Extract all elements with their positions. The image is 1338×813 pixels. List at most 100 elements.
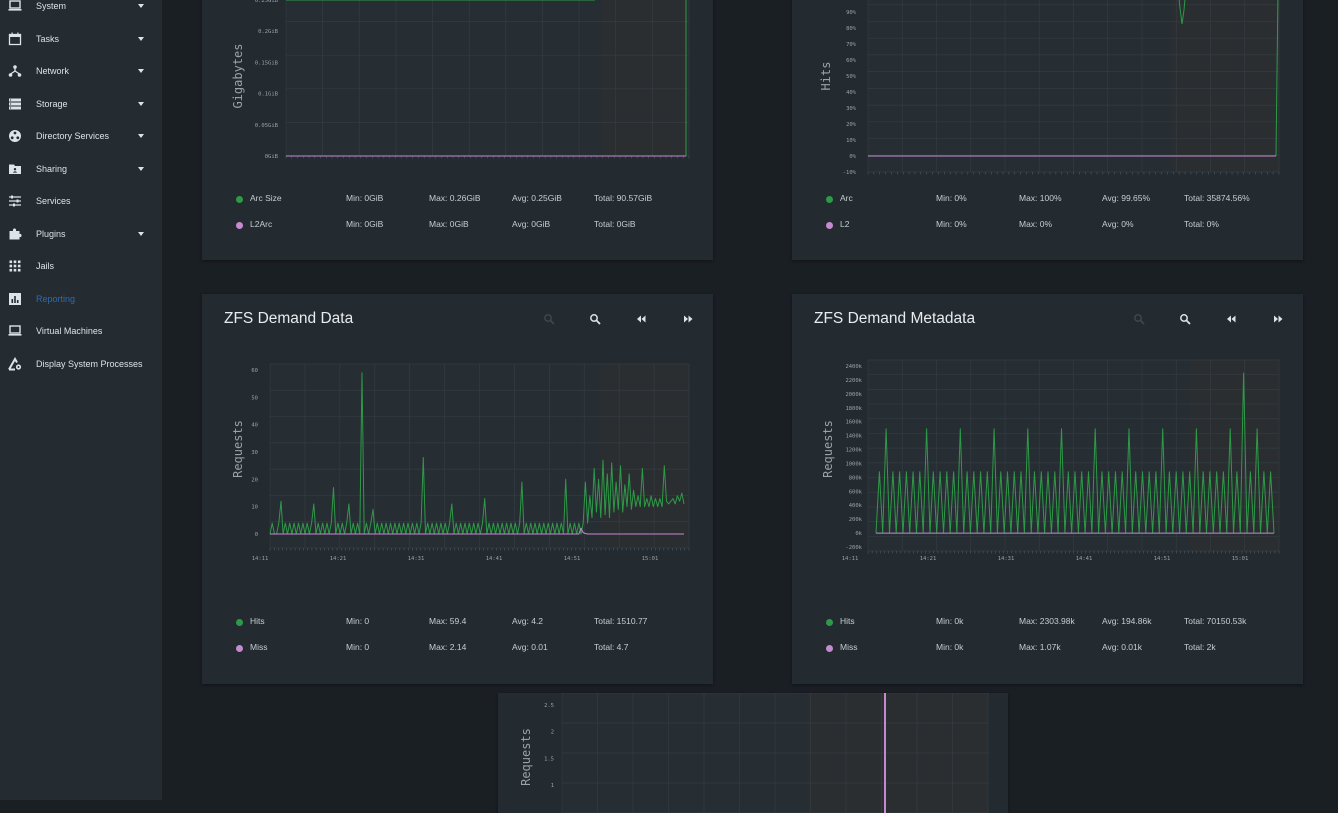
- legend-avg: Avg: 0GiB: [512, 219, 551, 229]
- sidebar-item-label: Reporting: [36, 293, 76, 304]
- legend-avg: Avg: 99.65%: [1102, 193, 1151, 203]
- legend-name: Hits: [250, 616, 265, 626]
- x-tick-label: 14:11: [252, 556, 269, 562]
- sidebar-item-reporting[interactable]: Reporting: [0, 283, 162, 315]
- x-tick-label: 14:21: [920, 556, 937, 562]
- sidebar-item-storage[interactable]: Storage: [0, 88, 162, 120]
- legend-swatch: [236, 645, 243, 652]
- x-tick-label: 14:41: [486, 556, 503, 562]
- sidebar-item-network[interactable]: Network: [0, 55, 162, 87]
- x-tick-label: 14:11: [842, 556, 859, 562]
- legend-row: Miss Min: 0 Max: 2.14 Avg: 0.01 Total: 4.7: [202, 642, 713, 656]
- legend-min: Min: 0%: [936, 193, 967, 203]
- legend-swatch: [236, 619, 243, 626]
- y-tick-label: 40%: [846, 90, 857, 96]
- legend-name: Arc: [840, 193, 853, 203]
- legend-avg: Avg: 0.25GiB: [512, 193, 562, 203]
- card-title: ZFS Demand Metadata: [814, 310, 976, 327]
- sidebar-item-sharing[interactable]: Sharing: [0, 153, 162, 185]
- directory-services-icon: [9, 130, 21, 142]
- y-tick-label: 2400k: [845, 364, 862, 370]
- y-tick-label: 0: [255, 532, 258, 538]
- legend-total: Total: 1510.77: [594, 616, 648, 626]
- legend-min: Min: 0k: [936, 642, 964, 652]
- chevron-down-icon: [138, 36, 144, 41]
- legend-row: Arc Min: 0% Max: 100% Avg: 99.65% Total: 358…: [792, 193, 1303, 207]
- legend-name: Arc Size: [250, 193, 282, 203]
- y-tick-label: 2: [551, 730, 554, 736]
- legend-avg: Avg: 0.01: [512, 642, 548, 652]
- step-backward-icon[interactable]: [1223, 312, 1239, 326]
- legend-name: L2Arc: [250, 219, 273, 229]
- sidebar-item-label: Sharing: [36, 163, 68, 174]
- y-tick-label: 30%: [846, 106, 857, 112]
- network-icon: [8, 65, 22, 77]
- y-tick-label: 800k: [849, 475, 863, 481]
- arc-hit-ratio-chart: -10% 0% 10% 20% 30% 40% 50% 60% 70% 80% 90% Hits: [819, 0, 1280, 176]
- sidebar-item-system[interactable]: System: [0, 0, 162, 22]
- calendar-icon: [8, 32, 22, 45]
- legend-min: Min: 0: [346, 642, 370, 652]
- legend-min: Min: 0k: [936, 616, 964, 626]
- y-tick-label: 1800k: [845, 406, 862, 412]
- chevron-down-icon: [138, 231, 144, 236]
- legend-name: L2: [840, 219, 850, 229]
- step-forward-icon[interactable]: [680, 312, 696, 326]
- x-tick-label: 14:31: [998, 556, 1015, 562]
- zoom-out-icon[interactable]: [1177, 312, 1193, 326]
- y-tick-label: 1.5: [544, 756, 554, 762]
- legend-max: Max: 59.4: [429, 616, 467, 626]
- arc-size-chart: 0GiB 0.05GiB 0.1GiB 0.15GiB 0.2GiB 0.25GiB Gig…: [231, 0, 690, 160]
- y-tick-label: 2000k: [845, 392, 862, 398]
- sidebar-item-label: Storage: [36, 98, 68, 109]
- sidebar-item-label: System: [36, 1, 67, 11]
- sharing-icon: [9, 164, 21, 174]
- sidebar-item-plugins[interactable]: Plugins: [0, 218, 162, 250]
- sidebar-item-label: Directory Services: [36, 131, 110, 141]
- processes-icon: [8, 356, 22, 370]
- legend-min: Min: 0GiB: [346, 219, 384, 229]
- legend-avg: Avg: 0%: [1102, 219, 1134, 229]
- sidebar-item-label: Network: [36, 66, 70, 76]
- step-forward-icon[interactable]: [1270, 312, 1286, 326]
- legend-total: Total: 0GiB: [594, 219, 636, 229]
- y-tick-label: 30: [251, 450, 258, 456]
- demand-data-chart: 0 10 20 30 40 50 60 Requests 14:11 14:21 14:31 14:4…: [231, 363, 690, 562]
- sidebar-item-services[interactable]: Services: [0, 185, 162, 217]
- bottom-chart-card: 1 1.5 2 2.5 Requests: [498, 693, 1008, 813]
- x-tick-label: 14:51: [564, 556, 581, 562]
- sidebar-item-label: Plugins: [36, 228, 66, 239]
- step-backward-icon[interactable]: [633, 312, 649, 326]
- y-tick-label: 200k: [849, 517, 863, 523]
- sidebar-item-jails[interactable]: Jails: [0, 250, 162, 282]
- y-axis-label: Requests: [519, 728, 533, 786]
- y-tick-label: 1000k: [845, 461, 862, 467]
- legend-max: Max: 2.14: [429, 642, 467, 652]
- series-arc-dip: [1178, 0, 1186, 25]
- y-tick-label: 1: [551, 783, 554, 789]
- x-tick-label: 14:31: [408, 556, 425, 562]
- sidebar-item-label: Services: [36, 196, 71, 206]
- sidebar-item-virtual-machines[interactable]: Virtual Machines: [0, 315, 162, 347]
- legend-avg: Avg: 4.2: [512, 616, 544, 626]
- plot-shade: [602, 0, 689, 156]
- legend-swatch: [236, 222, 243, 229]
- chevron-down-icon: [138, 101, 144, 106]
- series-hits: [269, 372, 685, 535]
- laptop-icon: [8, 325, 22, 336]
- zoom-out-icon[interactable]: [587, 312, 603, 326]
- sidebar-item-label: Display System Processes: [36, 358, 143, 369]
- sidebar-item-directory-services[interactable]: Directory Services: [0, 120, 162, 152]
- legend-total: Total: 0%: [1184, 219, 1219, 229]
- sidebar-item-display-system-processes[interactable]: Display System Processes: [0, 348, 162, 380]
- storage-icon: [9, 98, 21, 109]
- card-title: ZFS Demand Data: [224, 310, 354, 327]
- x-tick-label: 15:01: [1232, 556, 1249, 562]
- zoom-in-icon[interactable]: [1131, 312, 1147, 326]
- bottom-chart: 1 1.5 2 2.5 Requests: [519, 693, 989, 813]
- zoom-in-icon[interactable]: [541, 312, 557, 326]
- y-axis-label: Hits: [819, 62, 833, 91]
- reporting-icon: [9, 292, 21, 305]
- sidebar-item-tasks[interactable]: Tasks: [0, 23, 162, 55]
- y-tick-label: 20: [251, 477, 258, 483]
